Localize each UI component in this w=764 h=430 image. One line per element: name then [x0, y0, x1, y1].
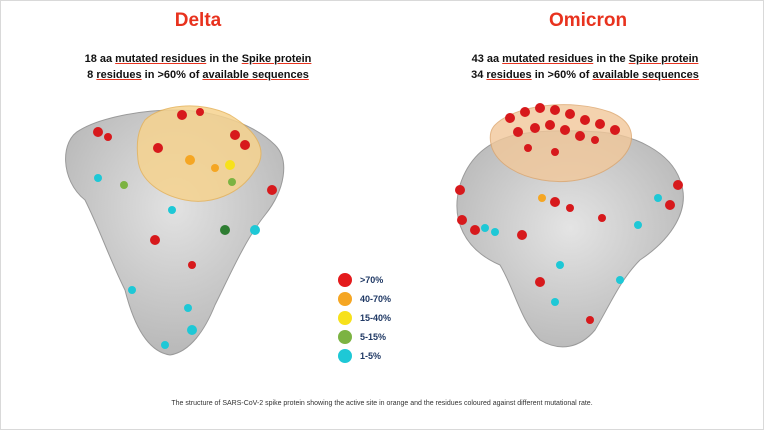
omicron-subtitle-line2: 34 residues in >60% of available sequenc… [471, 69, 699, 81]
omicron-spike-structure [455, 103, 684, 348]
omicron-title: Omicron [548, 10, 628, 31]
delta-spike-structure [65, 105, 285, 356]
delta-active-site [136, 105, 262, 202]
mutation-rate-legend: >70% 40-70% 15-40% 5-15% 1-5% [338, 270, 391, 365]
legend-swatch [338, 272, 352, 287]
legend-label: 40-70% [360, 293, 392, 304]
legend-item: 5-15% [338, 327, 391, 346]
omicron-subtitle-line1: 43 aa mutated residues in the Spike prot… [471, 53, 699, 65]
delta-subtitle-line1: 18 aa mutated residues in the Spike prot… [84, 53, 312, 65]
legend-label: 5-15% [360, 331, 387, 342]
legend-label: 15-40% [360, 312, 392, 323]
omicron-residue-dots [455, 103, 683, 324]
legend-label: >70% [360, 274, 384, 285]
legend-label: 1-5% [360, 350, 382, 361]
legend-swatch [338, 348, 352, 363]
legend-item: 1-5% [338, 346, 391, 365]
delta-residue-dots [93, 108, 277, 349]
legend-item: 40-70% [338, 289, 391, 308]
delta-title: Delta [174, 10, 222, 31]
legend-swatch [338, 310, 352, 325]
legend-swatch [338, 329, 352, 344]
delta-subtitle-line2: 8 residues in >60% of available sequence… [87, 69, 309, 81]
legend-item: >70% [338, 270, 391, 289]
delta-subtitle: 18 aa mutated residues in the Spike prot… [38, 51, 358, 83]
legend-swatch [338, 291, 352, 306]
legend-item: 15-40% [338, 308, 391, 327]
omicron-subtitle: 43 aa mutated residues in the Spike prot… [425, 51, 745, 83]
figure-caption: The structure of SARS-CoV-2 spike protei… [171, 400, 593, 407]
